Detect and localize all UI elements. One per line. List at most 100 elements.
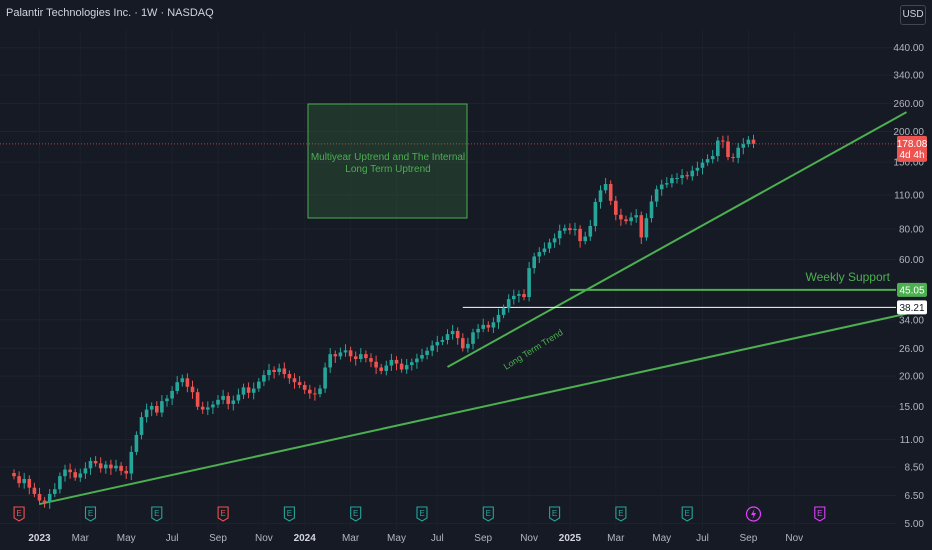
support-price-tag: 45.05 xyxy=(899,285,924,296)
candle-body xyxy=(716,140,720,157)
candle-body xyxy=(221,395,225,400)
earnings-marker-icon[interactable]: E xyxy=(350,506,362,522)
candle-body xyxy=(466,343,470,349)
candle-body xyxy=(496,314,501,323)
candle-body xyxy=(262,375,266,382)
candle-body xyxy=(680,175,684,179)
y-tick-label: 150.00 xyxy=(893,158,924,169)
candle-body xyxy=(552,238,557,243)
earnings-badge xyxy=(283,506,295,522)
x-axis[interactable]: 2023 Mar May Jul Sep Nov 2024 Mar May Jul Sep Nov 20… xyxy=(28,533,803,544)
earnings-marker-icon[interactable]: E xyxy=(681,506,693,522)
candle-body xyxy=(619,214,623,220)
y-tick-label: 60.00 xyxy=(899,255,924,266)
header-separator: · xyxy=(131,7,141,19)
symbol-name[interactable]: Palantir Technologies Inc. xyxy=(6,7,132,19)
candle-body xyxy=(603,184,608,191)
candle-body xyxy=(506,299,511,309)
y-tick-label: 34.00 xyxy=(899,315,924,326)
candle-body xyxy=(461,338,465,349)
currency-button[interactable]: USD xyxy=(900,5,926,25)
candle-body xyxy=(537,252,542,257)
candle-body xyxy=(231,400,236,404)
candle-body xyxy=(476,328,480,333)
x-tick-label: Mar xyxy=(342,533,360,544)
interval-label[interactable]: 1W xyxy=(140,7,158,19)
annotation-box[interactable]: Multiyear Uptrend and The Internal Long … xyxy=(307,103,468,219)
x-tick-label: Mar xyxy=(607,533,625,544)
trendline-1[interactable] xyxy=(39,312,907,506)
earnings-letter: E xyxy=(685,509,690,518)
x-tick-label: 2023 xyxy=(28,533,51,544)
x-tick-label: Sep xyxy=(740,533,758,544)
candle-body xyxy=(420,355,424,359)
candle-body xyxy=(338,352,343,357)
x-tick-label: Nov xyxy=(520,533,538,544)
candle-body xyxy=(63,469,67,477)
trendlines[interactable] xyxy=(39,111,907,506)
earnings-letter: E xyxy=(154,509,159,518)
candle-body xyxy=(578,228,582,242)
x-tick-label: 2025 xyxy=(559,533,582,544)
candle-body xyxy=(364,354,368,359)
candle-body xyxy=(170,390,174,399)
candle-body xyxy=(165,398,169,402)
candle-body xyxy=(685,175,689,177)
earnings-marker-icon[interactable]: E xyxy=(84,506,97,522)
candle-body xyxy=(700,162,705,168)
earnings-letter: E xyxy=(817,509,822,518)
candle-body xyxy=(32,487,37,494)
earnings-marker-icon[interactable]: E xyxy=(283,506,295,522)
candle-body xyxy=(573,228,577,231)
candle-body xyxy=(593,202,598,226)
countdown-tag: 4d 4h xyxy=(899,150,924,161)
earnings-marker-icon[interactable]: E xyxy=(416,506,428,522)
earnings-marker-icon[interactable]: E xyxy=(549,506,561,522)
candle-body xyxy=(104,464,108,469)
lightning-icon[interactable] xyxy=(745,506,762,522)
candle-body xyxy=(129,451,134,474)
candle-body xyxy=(614,200,618,215)
earnings-letter: E xyxy=(486,509,491,518)
y-tick-label: 80.00 xyxy=(899,224,924,235)
earnings-marker-icon[interactable]: E xyxy=(615,506,627,522)
earnings-marker-icon[interactable]: E xyxy=(151,506,163,522)
horizontal-levels[interactable] xyxy=(0,143,896,308)
lightning-bolt xyxy=(751,509,756,519)
earnings-marker-icon[interactable]: E xyxy=(217,506,229,522)
candle-body xyxy=(272,369,276,372)
candle-body xyxy=(741,144,746,148)
candle-body xyxy=(98,463,103,469)
candle-body xyxy=(68,469,72,473)
trendline-2[interactable] xyxy=(447,111,907,368)
candle-body xyxy=(267,369,271,376)
candle-body xyxy=(17,476,21,484)
annotation-rect[interactable] xyxy=(307,103,468,219)
candle-body xyxy=(527,268,531,298)
candle-body xyxy=(430,345,434,351)
candle-body xyxy=(257,381,261,389)
candle-body xyxy=(348,350,353,357)
earnings-marker-icon[interactable]: E xyxy=(13,506,25,522)
candle-body xyxy=(83,468,88,474)
candle-body xyxy=(512,295,516,300)
candle-body xyxy=(226,395,230,404)
candle-body xyxy=(369,358,373,362)
header-separator-2: · xyxy=(157,7,168,19)
earnings-marker-icon[interactable]: E xyxy=(482,506,494,522)
candle-body xyxy=(634,215,638,218)
y-tick-label: 200.00 xyxy=(893,127,924,138)
candle-body xyxy=(665,183,669,185)
earnings-badge xyxy=(217,506,229,522)
candle-body xyxy=(690,170,695,177)
candle-body xyxy=(563,228,567,231)
y-tick-label: 11.00 xyxy=(900,435,925,446)
candle-body xyxy=(501,308,506,315)
y-tick-label: 8.50 xyxy=(905,463,925,474)
earnings-marker-icon[interactable]: E xyxy=(814,506,826,522)
earnings-badge xyxy=(482,506,494,522)
y-tick-label: 340.00 xyxy=(893,71,924,82)
